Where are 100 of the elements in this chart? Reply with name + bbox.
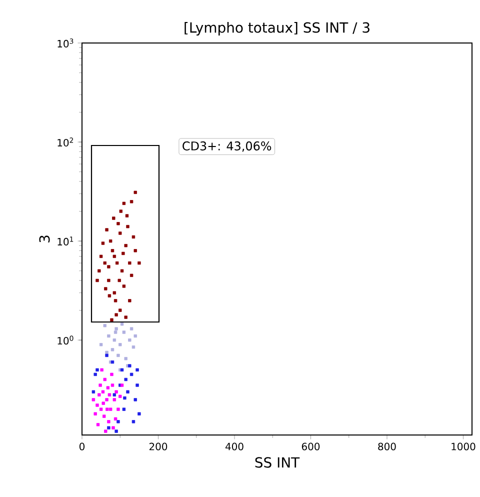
point — [105, 398, 108, 402]
point — [102, 402, 105, 405]
point — [107, 334, 110, 338]
point — [110, 384, 114, 387]
point — [128, 338, 132, 342]
point — [102, 414, 106, 418]
point — [110, 372, 114, 376]
point — [120, 269, 124, 272]
point — [92, 390, 96, 394]
point — [103, 261, 106, 265]
point — [130, 274, 134, 277]
point — [109, 239, 112, 243]
point — [106, 386, 110, 390]
point — [122, 408, 126, 411]
point — [122, 330, 126, 334]
point — [130, 200, 134, 204]
point — [114, 313, 118, 316]
point — [120, 322, 124, 326]
point — [122, 284, 126, 288]
point — [104, 287, 108, 290]
point — [136, 368, 139, 372]
x-tick-label: 600 — [302, 442, 320, 450]
point — [125, 214, 129, 218]
point — [109, 408, 112, 411]
point — [112, 398, 116, 402]
point — [114, 430, 118, 433]
point — [105, 228, 108, 232]
point — [101, 390, 105, 394]
annotation: CD3+: 43,06% — [182, 141, 272, 152]
x-tick-label: 1000 — [452, 442, 476, 450]
point — [134, 334, 137, 338]
point — [116, 420, 120, 424]
point — [112, 216, 116, 220]
point — [108, 393, 112, 396]
point — [99, 254, 103, 258]
point — [114, 330, 118, 334]
y-axis-title: 3 — [39, 236, 50, 242]
point — [105, 350, 108, 354]
point — [116, 222, 120, 226]
point — [116, 408, 120, 411]
point — [107, 426, 110, 430]
point — [96, 278, 99, 282]
point — [99, 408, 103, 411]
point — [136, 384, 139, 387]
point — [118, 308, 122, 312]
point — [114, 327, 118, 330]
y-tick-label: 10$^{0}$ — [58, 336, 74, 345]
point — [94, 372, 97, 376]
point — [110, 348, 114, 352]
point — [114, 299, 118, 302]
point — [128, 261, 132, 265]
point — [122, 252, 125, 256]
point — [134, 249, 137, 252]
point — [138, 412, 141, 416]
point — [124, 316, 128, 319]
point — [128, 299, 132, 302]
point — [118, 232, 122, 235]
point — [94, 412, 97, 416]
point — [118, 278, 121, 282]
point — [112, 291, 116, 294]
point — [110, 249, 114, 252]
point — [138, 261, 141, 265]
point — [130, 327, 134, 330]
point — [123, 396, 126, 400]
point — [118, 394, 122, 398]
point — [92, 398, 96, 402]
point — [134, 190, 137, 194]
point — [126, 390, 130, 394]
point — [98, 384, 102, 387]
point — [132, 235, 136, 239]
point — [100, 368, 104, 372]
point — [118, 343, 122, 346]
x-axis-title: SS INT — [255, 457, 300, 468]
point — [107, 265, 110, 268]
point — [108, 294, 112, 298]
point — [103, 378, 106, 382]
point — [98, 269, 101, 272]
point — [134, 398, 137, 402]
point — [105, 354, 108, 358]
point — [124, 244, 128, 248]
point — [124, 378, 128, 382]
point — [112, 254, 116, 258]
point — [107, 278, 110, 282]
point — [126, 224, 130, 228]
point — [112, 338, 116, 342]
chart-title: [Lympho totaux] SS INT / 3 — [184, 22, 370, 36]
x-tick-label: 400 — [225, 442, 244, 450]
point — [112, 393, 116, 396]
point — [106, 408, 109, 411]
point — [96, 368, 99, 372]
point — [116, 354, 120, 358]
point — [103, 324, 106, 328]
x-tick-label: 800 — [378, 442, 396, 450]
point — [124, 357, 128, 360]
point — [112, 426, 115, 430]
point — [114, 417, 118, 420]
point — [107, 420, 110, 424]
point — [115, 261, 119, 265]
point — [119, 210, 122, 213]
x-tick-label: 0 — [79, 442, 85, 450]
